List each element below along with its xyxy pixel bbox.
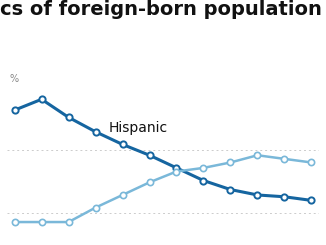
Text: %: %: [10, 74, 19, 84]
Text: cs of foreign-born population: cs of foreign-born population: [0, 0, 322, 19]
Text: Hispanic: Hispanic: [109, 121, 168, 135]
